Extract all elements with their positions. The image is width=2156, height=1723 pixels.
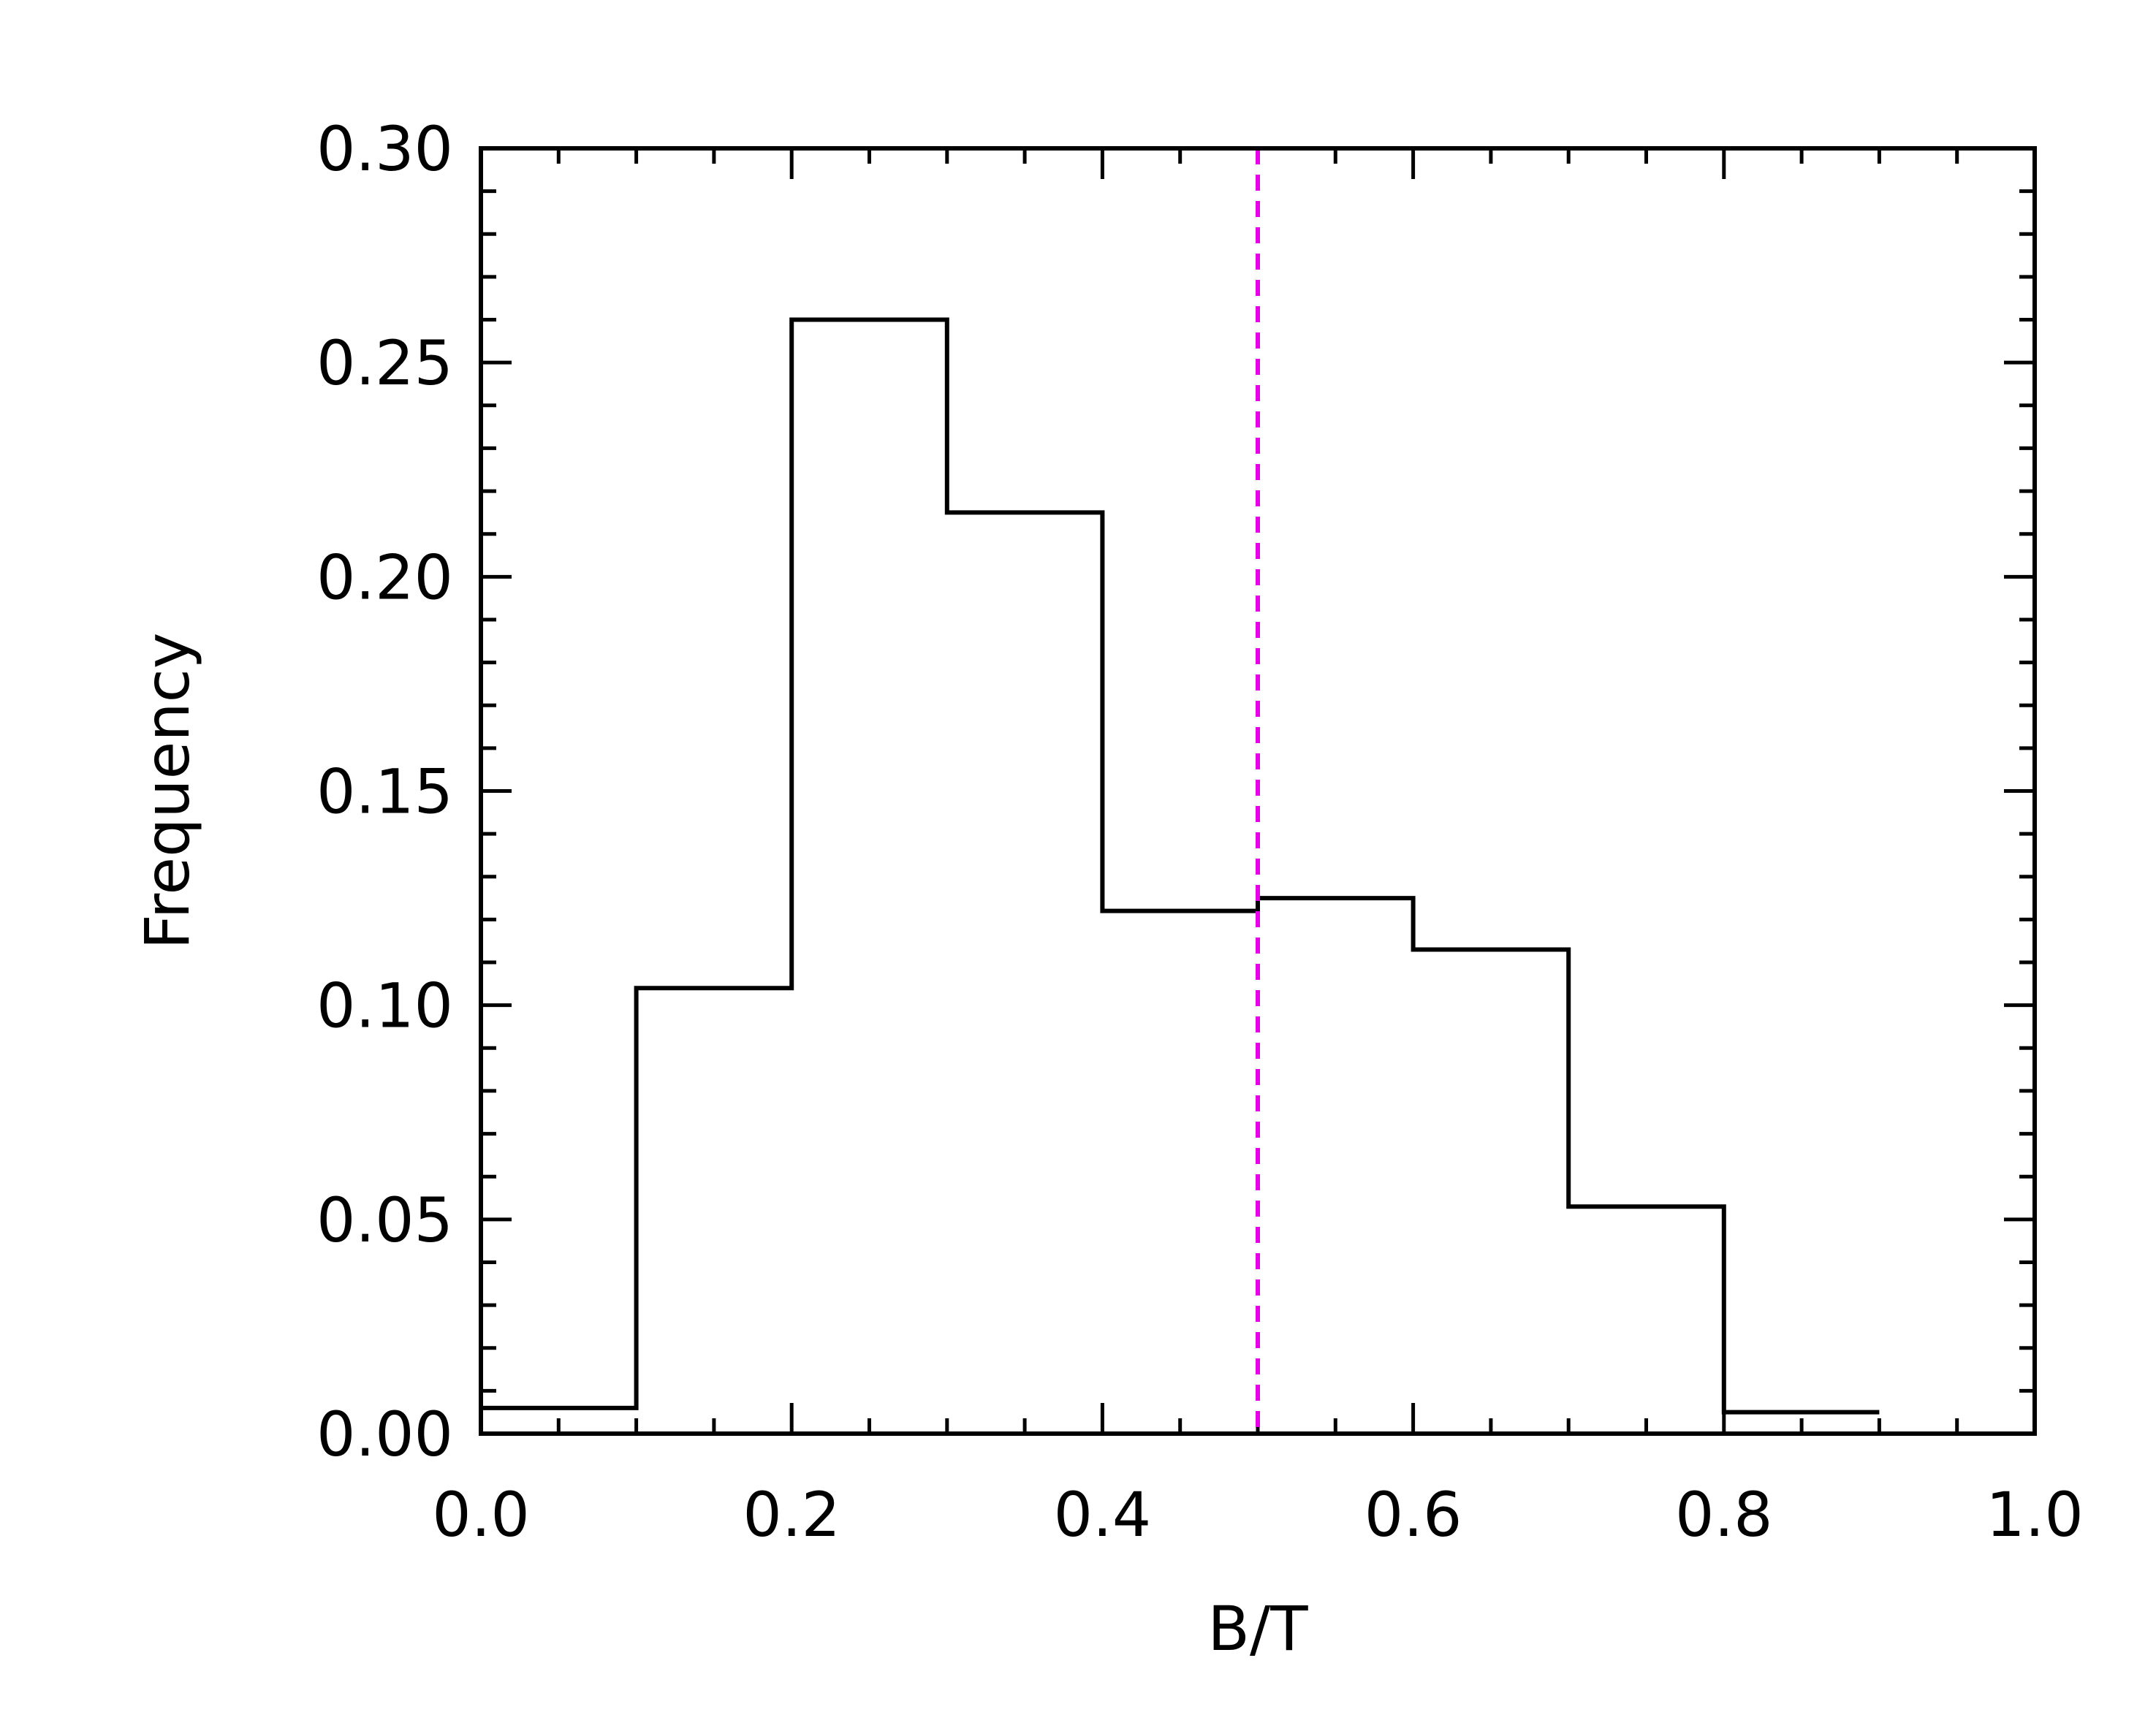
x-tick-label: 0.8 <box>1675 1479 1773 1551</box>
y-axis-title: Frequency <box>132 633 203 950</box>
y-tick-label: 0.20 <box>316 541 453 613</box>
histogram-step-line <box>481 317 1880 1415</box>
x-tick-label: 0.6 <box>1364 1479 1462 1551</box>
x-tick-label: 0.0 <box>432 1479 530 1551</box>
y-tick-label: 0.25 <box>316 327 453 399</box>
y-tick-label: 0.10 <box>316 970 453 1042</box>
x-axis-title: B/T <box>1207 1593 1308 1665</box>
x-tick-label: 0.2 <box>743 1479 840 1551</box>
y-tick-label: 0.00 <box>316 1399 453 1470</box>
plot-frame <box>479 146 2037 1436</box>
tick-labels: 0.0 0.2 0.4 0.6 0.8 1.0 0.00 0.05 0.10 0.15 0.20 0.… <box>316 113 2084 1551</box>
y-tick-label: 0.30 <box>316 113 453 185</box>
y-tick-label: 0.15 <box>316 756 453 828</box>
x-tick-label: 1.0 <box>1986 1479 2084 1551</box>
x-tick-label: 0.4 <box>1054 1479 1152 1551</box>
y-tick-label: 0.05 <box>316 1184 453 1256</box>
